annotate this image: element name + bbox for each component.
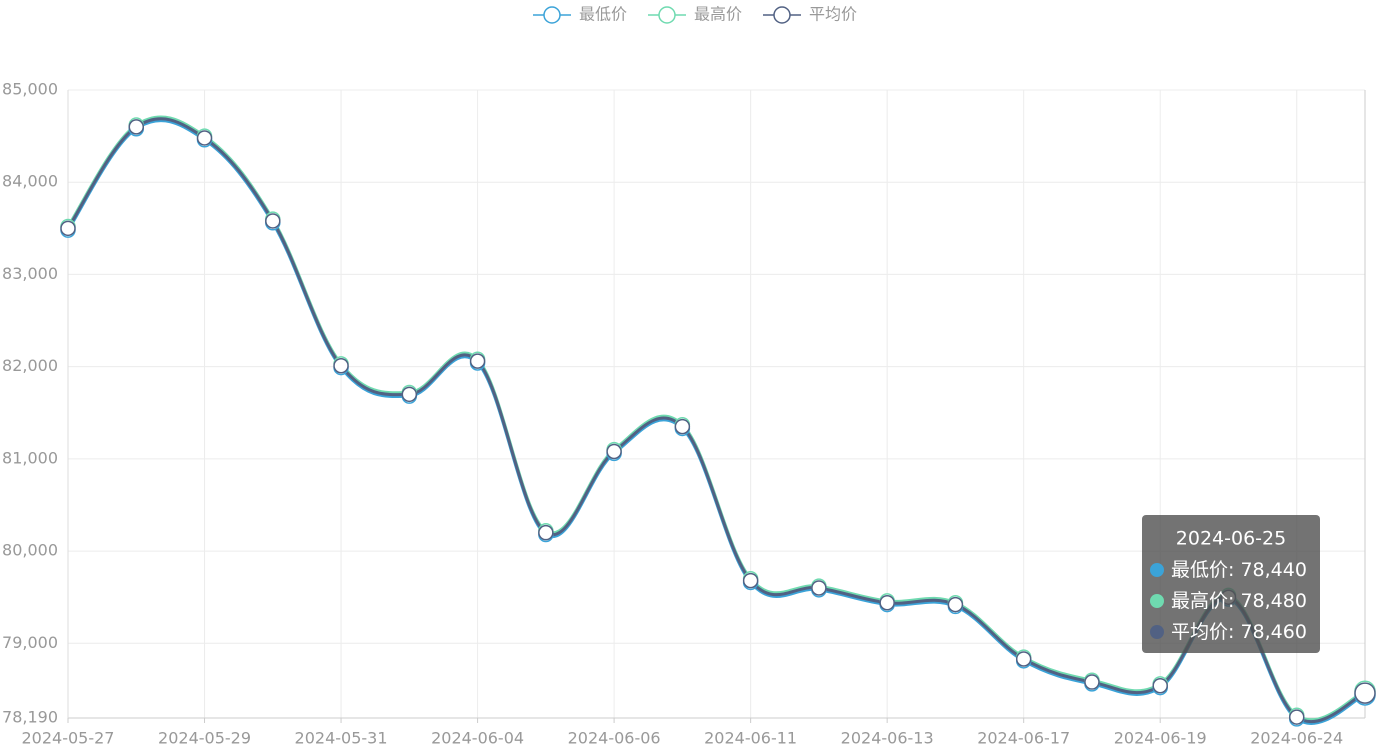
data-point	[60, 220, 76, 237]
x-tick-label: 2024-05-31	[295, 729, 388, 748]
tooltip-series: 最低价	[1171, 559, 1228, 581]
tooltip-sep: :	[1228, 559, 1240, 581]
data-point	[469, 353, 486, 369]
data-point	[1015, 651, 1032, 667]
legend-marker	[658, 6, 676, 24]
legend-marker	[773, 6, 791, 24]
legend-marker	[543, 6, 561, 24]
tooltip-marker	[1150, 625, 1164, 639]
tooltip-value: 78,440	[1240, 559, 1306, 581]
tooltip-value: 78,480	[1240, 590, 1306, 612]
data-point	[674, 418, 691, 435]
y-tick-label: 78,190	[2, 708, 58, 727]
y-tick-label: 80,000	[2, 541, 58, 560]
data-point	[879, 594, 895, 611]
data-point	[333, 357, 349, 374]
x-tick-label: 2024-05-29	[158, 729, 251, 748]
x-tick-label: 2024-06-13	[841, 729, 934, 748]
data-point	[538, 524, 554, 541]
x-tick-label: 2024-06-06	[568, 729, 661, 748]
data-point	[1084, 674, 1100, 690]
legend-label: 最高价	[694, 5, 742, 24]
y-tick-label: 84,000	[2, 172, 58, 191]
tooltip-series: 平均价	[1171, 621, 1228, 643]
x-tick-label: 2024-06-11	[704, 729, 797, 748]
tooltip: 2024-06-25 最低价: 78,440 最高价: 78,480 平均价: 78,…	[1142, 515, 1320, 653]
legend-label: 平均价	[809, 5, 857, 24]
data-point	[265, 213, 281, 229]
data-point	[1152, 677, 1168, 694]
x-tick-label: 2024-05-27	[22, 729, 115, 748]
data-point	[1354, 682, 1376, 704]
y-tick-label: 81,000	[2, 448, 58, 467]
data-point	[128, 119, 145, 135]
tooltip-row: 最低价: 78,440	[1171, 559, 1307, 581]
y-tick-label: 85,000	[2, 80, 58, 99]
y-tick-label: 82,000	[2, 356, 58, 375]
tooltip-title: 2024-06-25	[1176, 528, 1286, 550]
y-tick-label: 79,000	[2, 633, 58, 652]
data-point	[401, 386, 418, 403]
tooltip-box	[1142, 515, 1320, 653]
data-point	[742, 572, 759, 589]
tooltip-row: 平均价: 78,460	[1171, 621, 1307, 643]
tooltip-marker	[1150, 594, 1164, 608]
legend-label: 最低价	[579, 5, 627, 24]
x-tick-label: 2024-06-17	[977, 729, 1070, 748]
data-point	[196, 130, 213, 146]
data-point	[1288, 709, 1305, 725]
tooltip-series: 最高价	[1171, 590, 1228, 612]
x-tick-label: 2024-06-19	[1114, 729, 1207, 748]
tooltip-sep: :	[1228, 621, 1240, 643]
tooltip-sep: :	[1228, 590, 1240, 612]
tooltip-row: 最高价: 78,480	[1171, 590, 1307, 612]
data-point	[947, 596, 964, 613]
tooltip-value: 78,460	[1240, 621, 1306, 643]
data-point	[811, 580, 827, 596]
tooltip-marker	[1150, 563, 1164, 577]
y-tick-label: 83,000	[2, 264, 58, 283]
data-point	[606, 443, 622, 460]
x-tick-label: 2024-06-04	[431, 729, 524, 748]
x-tick-label: 2024-06-24	[1250, 729, 1343, 748]
